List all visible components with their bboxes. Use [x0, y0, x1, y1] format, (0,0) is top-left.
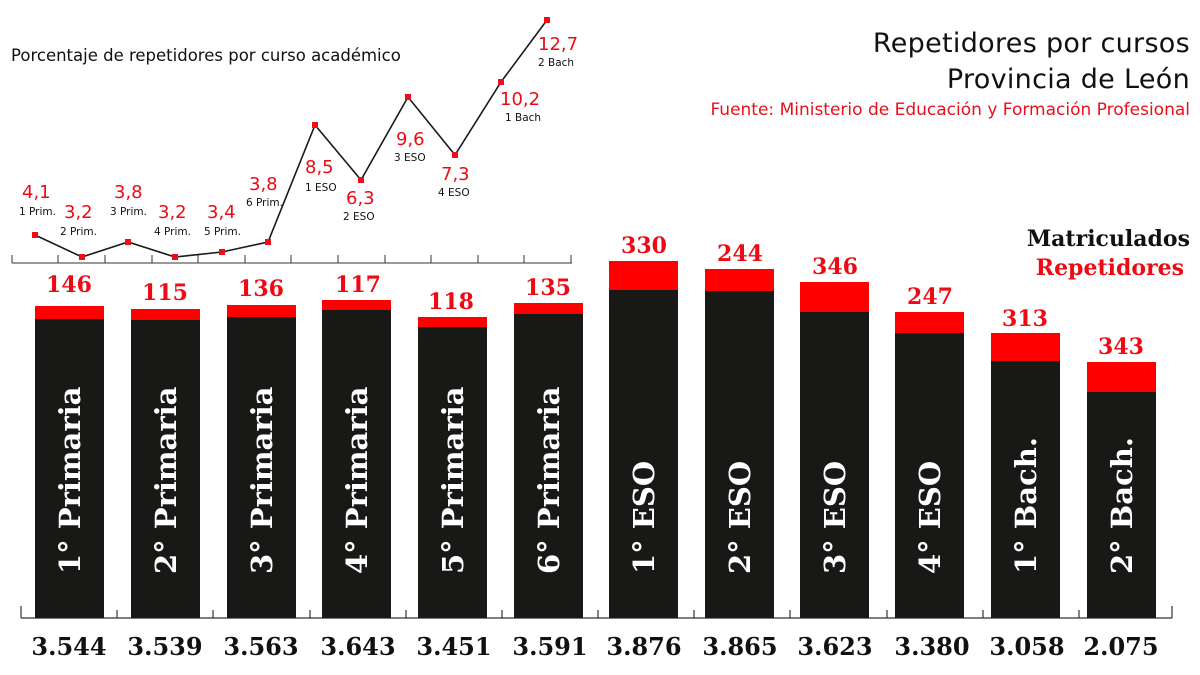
line-point-value: 3,2	[158, 202, 187, 223]
line-axis	[11, 255, 572, 264]
line-point-label: 2 ESO	[343, 211, 375, 223]
legend-matriculados: Matriculados	[1026, 226, 1190, 252]
enrolled-value: 3.544	[31, 632, 107, 661]
enrolled-value: 3.451	[416, 632, 492, 661]
repeaters-value: 330	[621, 233, 667, 259]
bar-enrolled: 3° Primaria	[227, 305, 296, 618]
bar-enrolled: 1° ESO	[609, 261, 678, 618]
repeaters-value: 244	[717, 241, 763, 267]
percentage-line	[34, 19, 548, 258]
bar-repeaters	[895, 312, 964, 333]
line-chart	[11, 17, 572, 264]
enrolled-value: 3.563	[223, 632, 299, 661]
repeaters-value: 346	[812, 254, 858, 280]
enrolled-value: 3.539	[127, 632, 203, 661]
source-note: Fuente: Ministerio de Educación y Formac…	[710, 100, 1190, 120]
line-point-label: 2 Bach	[538, 57, 575, 69]
enrolled-value: 3.591	[512, 632, 588, 661]
bar-enrolled: 4° Primaria	[322, 300, 391, 618]
bar-enrolled: 1° Primaria	[35, 306, 104, 618]
bar-repeaters	[1087, 362, 1156, 392]
bar-category-label: 5° Primaria	[435, 386, 470, 574]
bar-enrolled: 3° ESO	[800, 282, 869, 618]
bar-repeaters	[131, 309, 200, 320]
bar-category-label: 6° Primaria	[531, 386, 566, 574]
enrolled-value: 3.643	[320, 632, 396, 661]
line-point-value: 3,8	[114, 182, 143, 203]
bar-enrolled: 2° Bach.	[1087, 362, 1156, 618]
bar-enrolled: 1° Bach.	[991, 333, 1060, 618]
repeaters-value: 247	[907, 284, 953, 310]
bar-repeaters	[322, 300, 391, 310]
line-point-label: 3 Prim.	[110, 206, 147, 218]
line-markers	[32, 17, 550, 260]
bar-category-label: 4° Primaria	[339, 386, 374, 574]
line-point-value: 10,2	[500, 89, 541, 110]
repeaters-value: 343	[1098, 334, 1144, 360]
line-point-value: 7,3	[441, 164, 470, 185]
bar-enrolled: 6° Primaria	[514, 303, 583, 618]
legend-repetidores: Repetidores	[1035, 255, 1184, 281]
line-chart-title: Porcentaje de repetidores por curso acad…	[11, 46, 401, 65]
line-point-value: 12,7	[538, 34, 579, 55]
repeaters-value: 118	[428, 289, 474, 315]
enrolled-value: 3.380	[894, 632, 970, 661]
repeaters-value: 146	[46, 272, 92, 298]
enrolled-value: 3.058	[989, 632, 1065, 661]
line-point-label: 5 Prim.	[204, 226, 241, 238]
line-point-label: 4 ESO	[438, 187, 470, 199]
repeaters-value: 115	[142, 280, 188, 306]
repeaters-value: 135	[525, 275, 571, 301]
line-point-value: 6,3	[346, 188, 375, 209]
repeaters-value: 117	[335, 272, 381, 298]
bar-category-label: 1° Bach.	[1008, 437, 1043, 574]
bar-category-label: 3° ESO	[817, 460, 852, 574]
bar-category-label: 3° Primaria	[244, 386, 279, 574]
chart-title: Repetidores por cursos	[872, 28, 1190, 59]
bar-repeaters	[609, 261, 678, 290]
enrolled-value: 3.865	[702, 632, 778, 661]
bar-enrolled: 4° ESO	[895, 312, 964, 618]
repeaters-value: 313	[1002, 306, 1048, 332]
repeaters-value: 136	[238, 276, 284, 302]
line-point-value: 3,2	[64, 202, 93, 223]
line-point-value: 9,6	[396, 129, 425, 150]
bar-category-label: 1° Primaria	[52, 386, 87, 574]
bar-category-label: 2° ESO	[722, 460, 757, 574]
line-point-label: 4 Prim.	[154, 226, 191, 238]
bar-enrolled: 2° ESO	[705, 269, 774, 618]
bar-axis	[20, 606, 1173, 619]
line-point-label: 1 ESO	[305, 182, 337, 194]
bar-repeaters	[514, 303, 583, 314]
bar-repeaters	[227, 305, 296, 317]
bar-repeaters	[800, 282, 869, 312]
bar-category-label: 2° Bach.	[1104, 437, 1139, 574]
line-point-label: 1 Bach	[505, 112, 542, 124]
line-point-label: 6 Prim.	[246, 197, 283, 209]
enrolled-value: 2.075	[1083, 632, 1159, 661]
bar-category-label: 2° Primaria	[148, 386, 183, 574]
chart-subtitle: Provincia de León	[946, 64, 1190, 95]
line-point-label: 3 ESO	[394, 152, 426, 164]
line-point-value: 4,1	[22, 182, 51, 203]
line-point-value: 8,5	[305, 157, 334, 178]
enrolled-value: 3.876	[606, 632, 682, 661]
bar-repeaters	[705, 269, 774, 291]
line-point-value: 3,4	[207, 202, 236, 223]
bar-enrolled: 5° Primaria	[418, 317, 487, 618]
enrolled-value: 3.623	[797, 632, 873, 661]
bar-repeaters	[418, 317, 487, 327]
line-point-value: 3,8	[249, 174, 278, 195]
bar-category-label: 4° ESO	[912, 460, 947, 574]
line-point-label: 2 Prim.	[60, 226, 97, 238]
bar-repeaters	[991, 333, 1060, 361]
line-point-label: 1 Prim.	[19, 206, 56, 218]
bar-category-label: 1° ESO	[626, 460, 661, 574]
bar-enrolled: 2° Primaria	[131, 309, 200, 618]
bar-repeaters	[35, 306, 104, 319]
